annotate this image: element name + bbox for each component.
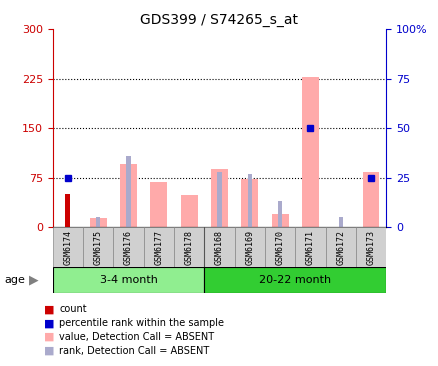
Text: GSM6176: GSM6176 bbox=[124, 230, 133, 265]
Title: GDS399 / S74265_s_at: GDS399 / S74265_s_at bbox=[140, 13, 298, 27]
Bar bbox=[234, 227, 265, 267]
Bar bbox=[143, 227, 173, 267]
Text: ■: ■ bbox=[44, 318, 54, 328]
Text: 3-4 month: 3-4 month bbox=[99, 275, 157, 285]
Text: ■: ■ bbox=[44, 304, 54, 314]
Bar bbox=[271, 214, 288, 227]
Bar bbox=[53, 227, 83, 267]
Text: value, Detection Call = ABSENT: value, Detection Call = ABSENT bbox=[59, 332, 214, 342]
Bar bbox=[355, 227, 385, 267]
Bar bbox=[211, 169, 227, 227]
Text: 20-22 month: 20-22 month bbox=[259, 275, 331, 285]
Bar bbox=[338, 217, 342, 227]
Text: count: count bbox=[59, 304, 87, 314]
Bar bbox=[65, 194, 70, 227]
Bar bbox=[247, 173, 251, 227]
Bar bbox=[301, 77, 318, 227]
Text: ■: ■ bbox=[44, 346, 54, 356]
Text: GSM6177: GSM6177 bbox=[154, 230, 163, 265]
Text: GSM6175: GSM6175 bbox=[93, 230, 102, 265]
Text: GSM6174: GSM6174 bbox=[63, 230, 72, 265]
Bar bbox=[96, 217, 100, 227]
Text: GSM6173: GSM6173 bbox=[366, 230, 375, 265]
Bar bbox=[241, 179, 258, 227]
Bar bbox=[325, 227, 355, 267]
Text: GSM6169: GSM6169 bbox=[245, 230, 254, 265]
Bar bbox=[265, 227, 295, 267]
Text: percentile rank within the sample: percentile rank within the sample bbox=[59, 318, 224, 328]
Bar bbox=[362, 172, 378, 227]
Bar bbox=[113, 227, 143, 267]
Bar bbox=[150, 182, 167, 227]
Text: rank, Detection Call = ABSENT: rank, Detection Call = ABSENT bbox=[59, 346, 209, 356]
Text: GSM6178: GSM6178 bbox=[184, 230, 193, 265]
Text: GSM6172: GSM6172 bbox=[336, 230, 345, 265]
Text: GSM6170: GSM6170 bbox=[275, 230, 284, 265]
Text: ■: ■ bbox=[44, 332, 54, 342]
Bar bbox=[83, 227, 113, 267]
Bar bbox=[277, 201, 282, 227]
Bar bbox=[217, 172, 221, 227]
Bar bbox=[173, 227, 204, 267]
Bar bbox=[90, 218, 106, 227]
Bar bbox=[204, 267, 385, 293]
Bar bbox=[53, 267, 204, 293]
Text: GSM6168: GSM6168 bbox=[215, 230, 223, 265]
Text: age: age bbox=[4, 275, 25, 285]
Bar bbox=[120, 164, 137, 227]
Bar bbox=[180, 195, 197, 227]
Bar bbox=[295, 227, 325, 267]
Text: GSM6171: GSM6171 bbox=[305, 230, 314, 265]
Bar bbox=[126, 156, 130, 227]
Bar bbox=[204, 227, 234, 267]
Text: ▶: ▶ bbox=[28, 273, 38, 287]
